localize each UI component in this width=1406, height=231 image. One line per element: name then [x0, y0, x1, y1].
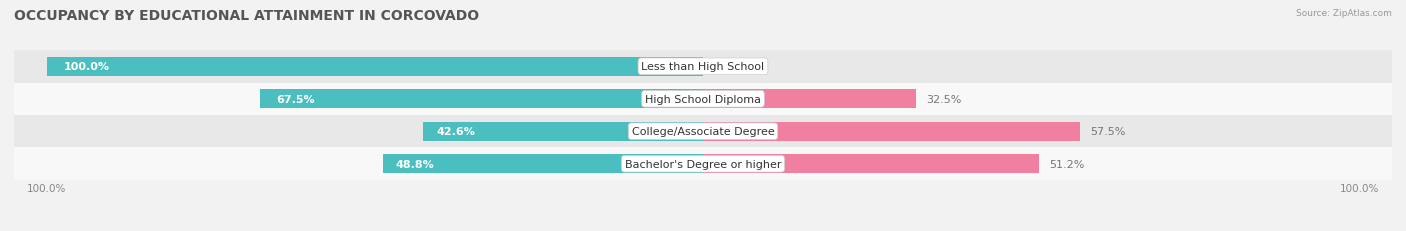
Bar	[14, 148, 1392, 180]
Bar	[260, 90, 703, 109]
Text: 57.5%: 57.5%	[1090, 127, 1125, 137]
Text: 100.0%: 100.0%	[63, 62, 110, 72]
Bar	[703, 122, 1080, 141]
Text: 48.8%: 48.8%	[396, 159, 434, 169]
Text: Bachelor's Degree or higher: Bachelor's Degree or higher	[624, 159, 782, 169]
Bar	[423, 122, 703, 141]
Text: 0.0%: 0.0%	[720, 62, 748, 72]
Text: 67.5%: 67.5%	[277, 94, 315, 104]
Bar	[14, 83, 1392, 116]
Text: OCCUPANCY BY EDUCATIONAL ATTAINMENT IN CORCOVADO: OCCUPANCY BY EDUCATIONAL ATTAINMENT IN C…	[14, 9, 479, 23]
Text: 32.5%: 32.5%	[927, 94, 962, 104]
Text: Less than High School: Less than High School	[641, 62, 765, 72]
Bar	[14, 116, 1392, 148]
Bar	[46, 58, 703, 76]
Bar	[14, 51, 1392, 83]
Bar	[703, 155, 1039, 173]
Text: College/Associate Degree: College/Associate Degree	[631, 127, 775, 137]
Bar	[382, 155, 703, 173]
Text: High School Diploma: High School Diploma	[645, 94, 761, 104]
Text: Source: ZipAtlas.com: Source: ZipAtlas.com	[1296, 9, 1392, 18]
Text: 51.2%: 51.2%	[1049, 159, 1084, 169]
Text: 42.6%: 42.6%	[437, 127, 475, 137]
Bar	[703, 90, 917, 109]
